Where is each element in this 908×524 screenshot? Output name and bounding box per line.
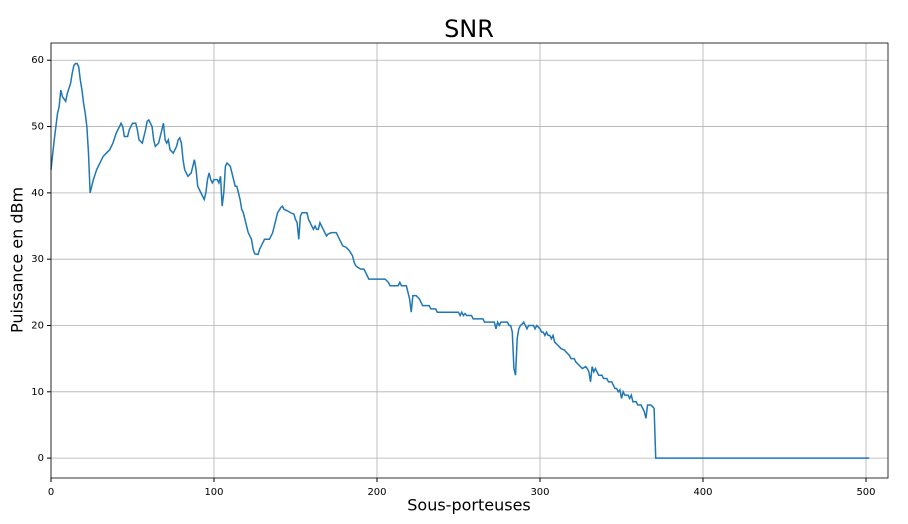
line <box>50 62 870 459</box>
x-tick-label: 400 <box>693 487 712 498</box>
x-tick-label: 200 <box>367 487 386 498</box>
y-axis-label: Puissance en dBm <box>8 187 27 333</box>
x-tick-label: 500 <box>856 487 875 498</box>
x-tick-label: 0 <box>48 487 54 498</box>
y-tick-label: 50 <box>31 122 44 133</box>
y-tick-label: 20 <box>31 320 44 331</box>
plot-frame <box>50 42 889 479</box>
y-tick-label: 60 <box>31 55 44 66</box>
y-tick-label: 10 <box>31 387 44 398</box>
x-tick-label: 300 <box>530 487 549 498</box>
chart-title: SNR <box>444 15 494 43</box>
x-tick-label: 100 <box>204 487 223 498</box>
y-tick-label: 0 <box>38 453 44 464</box>
y-tick-label: 40 <box>31 188 44 199</box>
y-tick-label: 30 <box>31 254 44 265</box>
x-axis-label: Sous-porteuses <box>407 496 531 515</box>
